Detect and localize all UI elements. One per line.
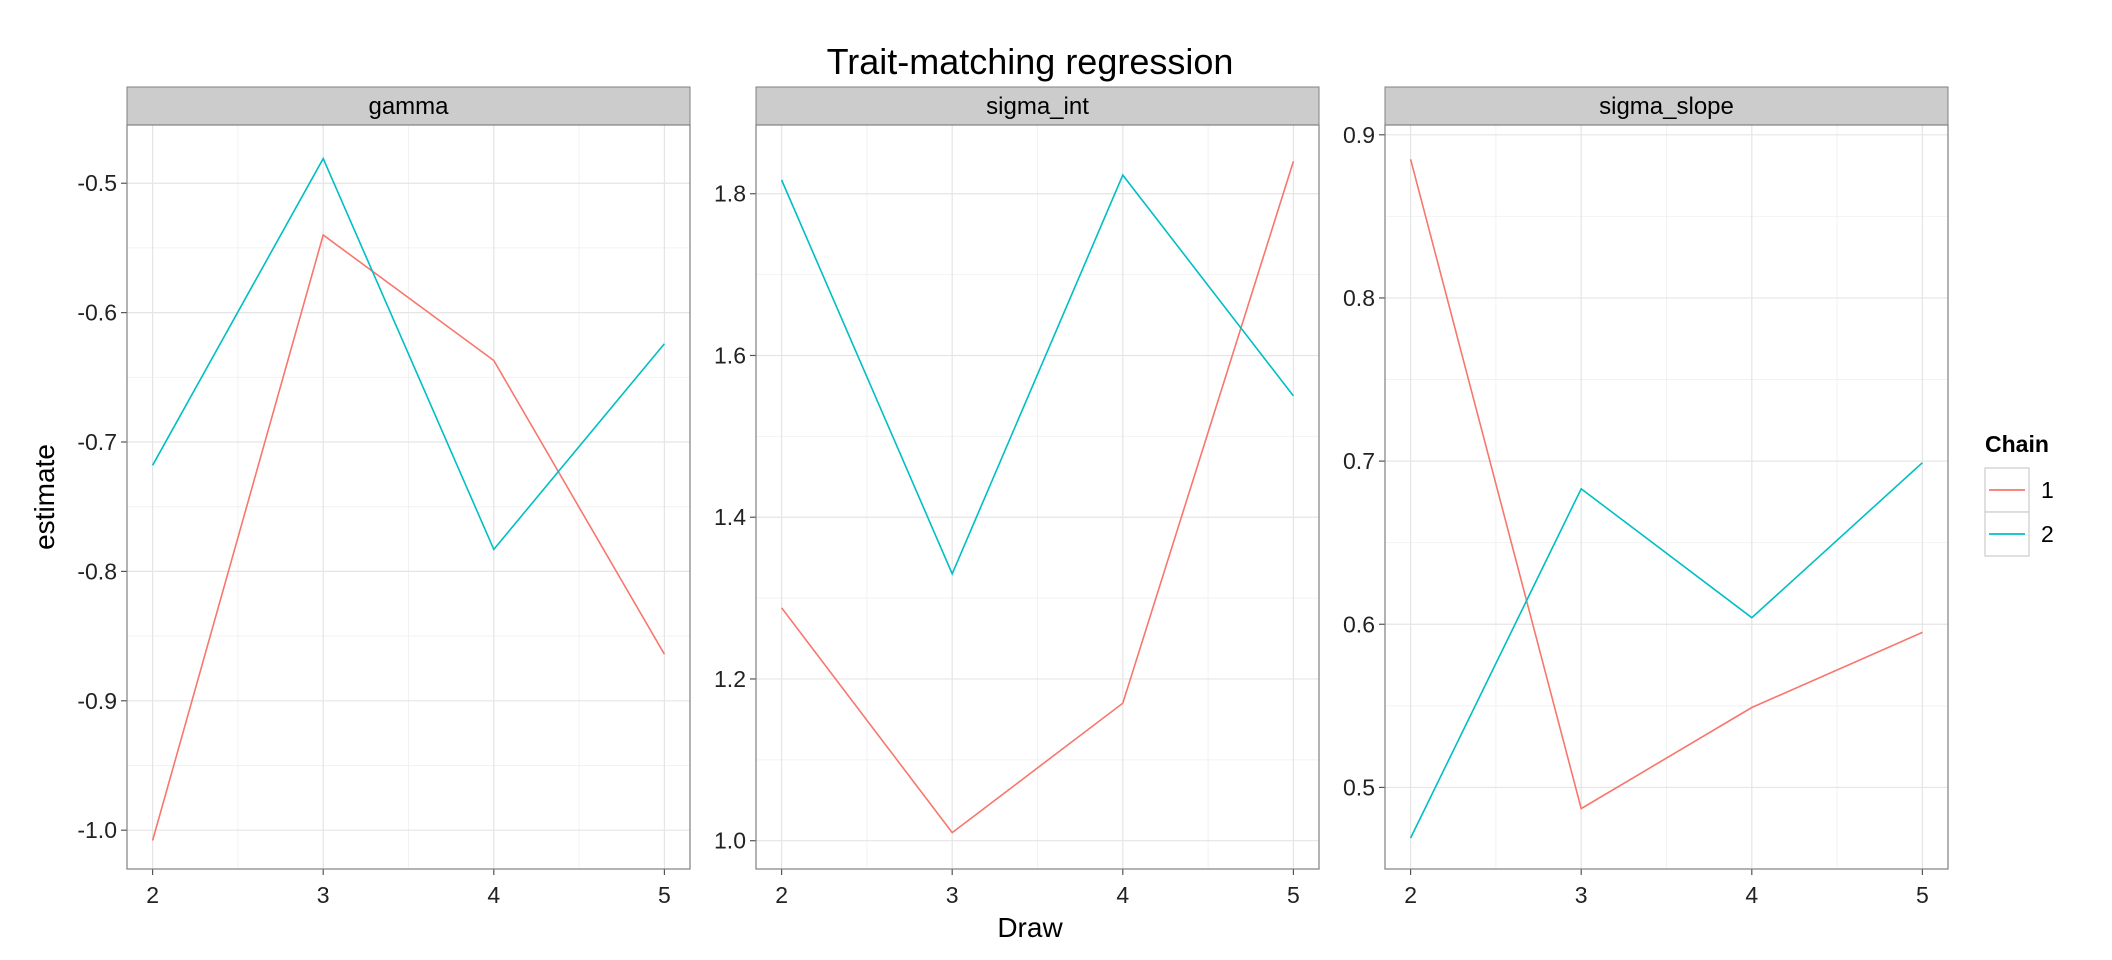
- facet-strip: [1384, 86, 1949, 126]
- panel-border: [755, 124, 1320, 870]
- y-tick-label: -0.8: [77, 558, 117, 584]
- x-tick-label: 4: [487, 882, 500, 908]
- series-line-chain-1: [780, 161, 1295, 834]
- legend: Chain 1 2: [1984, 431, 2054, 557]
- legend-label: 1: [2041, 477, 2054, 503]
- facet-sigma-slope: sigma_slope 0.5 0.6 0.7 0.8 0.9 2 3 4 5: [1343, 86, 1949, 908]
- chart-title: Trait-matching regression: [827, 41, 1234, 82]
- facet-gamma: gamma -1.0 -0.9 -0.8 -0.7 -0.6 -0.5 2 3 4 5: [77, 86, 691, 908]
- panel-border: [1384, 124, 1949, 870]
- y-tick-label: 1.8: [714, 181, 746, 207]
- y-tick-label: 1.4: [714, 504, 746, 530]
- series-line-chain-2: [151, 156, 666, 551]
- y-tick-label: 1.0: [714, 828, 746, 854]
- x-tick-label: 3: [317, 882, 330, 908]
- y-tick-label: 0.6: [1343, 611, 1375, 637]
- facet-strip-label: gamma: [368, 93, 449, 120]
- facet-strip-label: sigma_int: [986, 93, 1089, 120]
- y-tick-label: -0.9: [77, 688, 117, 714]
- series-line-chain-1: [151, 233, 666, 841]
- x-tick-label: 2: [1404, 882, 1417, 908]
- x-tick-label: 5: [658, 882, 671, 908]
- series-line-chain-1: [1409, 159, 1923, 810]
- x-tick-label: 2: [146, 882, 159, 908]
- y-tick-label: -0.7: [77, 429, 117, 455]
- x-tick-label: 3: [946, 882, 959, 908]
- x-tick-label: 2: [775, 882, 788, 908]
- y-tick-label: 1.2: [714, 666, 746, 692]
- x-tick-label: 4: [1745, 882, 1758, 908]
- legend-label: 2: [2041, 521, 2054, 547]
- y-tick-label: 0.8: [1343, 285, 1375, 311]
- y-tick-label: -0.6: [77, 300, 117, 326]
- y-tick-label: 1.6: [714, 342, 746, 368]
- series-line-chain-2: [1409, 462, 1923, 839]
- x-tick-label: 5: [1287, 882, 1300, 908]
- facet-sigma-int: sigma_int 1.0 1.2 1.4 1.6 1.8 2 3 4 5: [714, 86, 1320, 908]
- x-tick-label: 3: [1575, 882, 1588, 908]
- facet-strip-label: sigma_slope: [1599, 93, 1734, 120]
- x-tick-label: 5: [1916, 882, 1929, 908]
- y-tick-label: -1.0: [77, 817, 117, 843]
- legend-title: Chain: [1985, 431, 2049, 457]
- y-tick-label: 0.5: [1343, 774, 1375, 800]
- series-line-chain-2: [780, 173, 1295, 576]
- y-tick-label: -0.5: [77, 170, 117, 196]
- panel-border: [126, 124, 691, 870]
- x-axis-title: Draw: [997, 912, 1063, 943]
- facet-strip: [126, 86, 691, 126]
- facet-strip: [755, 86, 1320, 126]
- y-tick-label: 0.9: [1343, 122, 1375, 148]
- y-tick-label: 0.7: [1343, 448, 1375, 474]
- facet-panels: gamma-1.0-0.9-0.8-0.7-0.6-0.52 3 4 5sigma_i…: [77, 86, 1949, 908]
- x-tick-label: 4: [1116, 882, 1129, 908]
- y-axis-title: estimate: [29, 444, 60, 550]
